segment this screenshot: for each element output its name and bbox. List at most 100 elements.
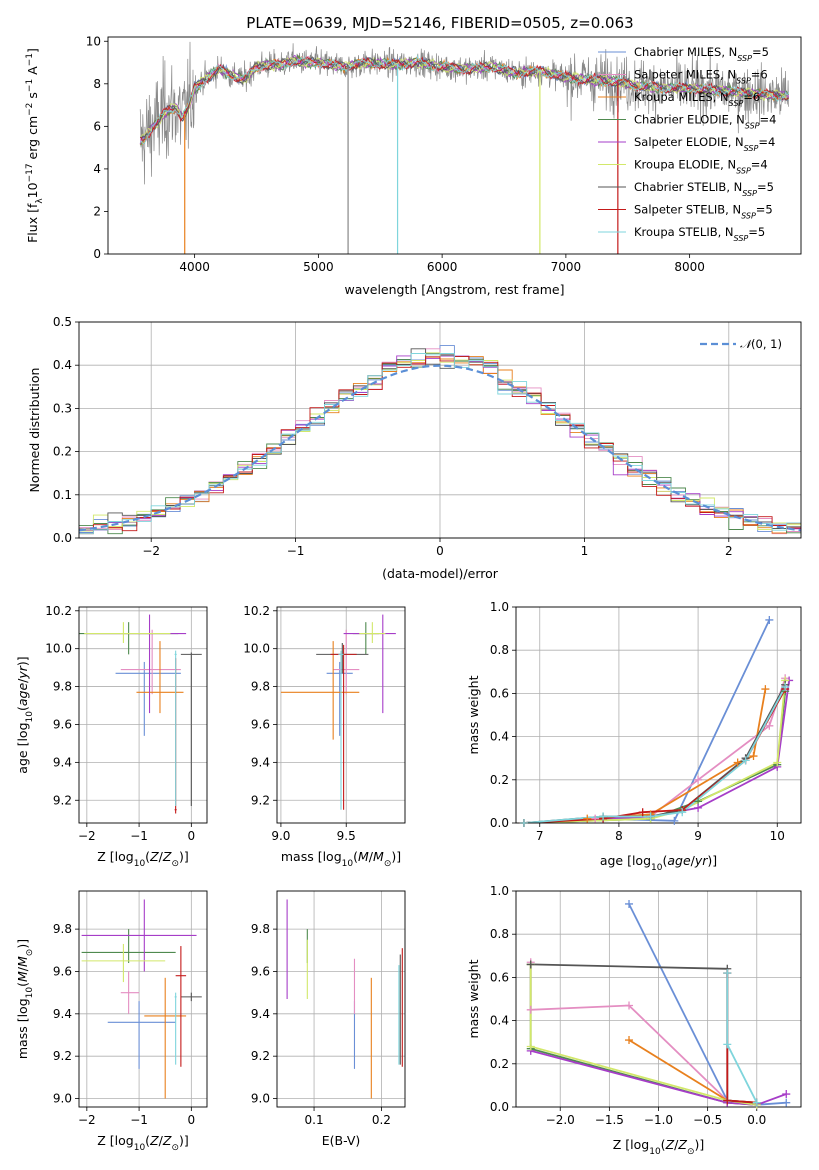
y-tick-label: 9.8	[53, 680, 72, 694]
text-part: −2	[25, 103, 35, 116]
text-part: (	[353, 849, 358, 864]
weight-line-salpeter_elodie	[530, 1049, 787, 1106]
weight-marker-kroupa_stelib	[752, 1098, 761, 1107]
axes-frame	[78, 606, 208, 824]
x-tick-label: −1	[287, 544, 305, 558]
weight-marker-kroupa_miles	[625, 1036, 634, 1045]
legend-label-text: =6	[743, 90, 760, 104]
legend-label-salpeter_miles: Salpeter MILES, NSSP=6	[634, 68, 768, 86]
text-part: 10	[134, 1143, 146, 1153]
text-part: 10	[134, 859, 146, 869]
weight-marker-salpeter_miles	[591, 814, 600, 823]
legend-label-text: =4	[760, 113, 777, 127]
weight-marker-kroupa_miles	[761, 685, 770, 694]
y-tick-label: 9.4	[251, 755, 270, 769]
y-tick-label: 0.1	[53, 488, 72, 502]
legend-label-text: Salpeter STELIB, N	[634, 203, 741, 217]
y-tick-label: 10	[86, 34, 101, 48]
text-part: /	[674, 1137, 679, 1152]
x-tick-label: −0.5	[693, 1113, 722, 1127]
legend-label-text: Chabrier MILES, N	[634, 45, 737, 59]
model-spectrum-kroupa_elodie	[139, 57, 789, 138]
text-part: )]	[179, 849, 189, 864]
weight-marker-chabrier_stelib	[526, 960, 535, 969]
weight-marker-kroupa_stelib	[519, 819, 528, 827]
text-part: A	[25, 66, 40, 79]
legend-label-kroupa_elodie: Kroupa ELODIE, NSSP=4	[634, 158, 768, 176]
weight-marker-salpeter_elodie	[694, 803, 703, 812]
weight-marker-kroupa_stelib	[599, 812, 608, 821]
text-part: −17	[25, 163, 35, 182]
text-part: )]	[707, 853, 717, 868]
weight-marker-salpeter_miles	[694, 775, 703, 784]
plot-area	[79, 614, 202, 814]
legend-label-text: Kroupa STELIB, N	[634, 225, 734, 239]
weight-marker-chabrier_miles	[625, 899, 634, 908]
text-part: 10	[342, 859, 354, 869]
text-part: /	[159, 849, 164, 864]
weight-vs-metallicity-panel: −2.0 −1.5 −1.0 −0.5 0.0 0.0 0.2 0.4 0.6 0.8 1.0 Z […	[466, 884, 802, 1157]
text-part: ⊙	[687, 1147, 695, 1157]
text-part: Z	[149, 1133, 159, 1148]
legend-label-text: =5	[756, 203, 773, 217]
text-part: )]	[179, 1133, 189, 1148]
legend-label-text: =6	[751, 68, 768, 82]
model-spectrum-kroupa_stelib	[139, 54, 790, 145]
legend-label-sub: SSP	[742, 189, 757, 198]
weight-marker-kroupa_elodie	[773, 758, 782, 767]
text-part: /	[159, 1133, 164, 1148]
y-tick-label: 8	[93, 77, 101, 91]
text-part: )]	[15, 656, 30, 666]
mass-vs-metallicity-panel: −2 −1 09.09.29.49.69.8Z [log10(Z/Z⊙)]mass …	[15, 890, 208, 1153]
weight-marker-kroupa_stelib	[741, 756, 750, 765]
weight-marker-kroupa_miles	[583, 814, 592, 823]
y-tick-label: 0.0	[490, 1100, 509, 1114]
y-tick-label: 2	[93, 204, 101, 218]
residuals-panel: −2 −1 0 1 2 0.0 0.1 0.2 0.3 0.4 0.5 𝒩(0, 1) (data-mo…	[27, 315, 802, 581]
y-tick-label: 0.2	[490, 1057, 509, 1071]
text-part: −1	[25, 79, 35, 92]
legend-label-chabrier_elodie: Chabrier ELODIE, NSSP=4	[634, 113, 776, 131]
y-tick-label: 10.2	[45, 604, 72, 618]
text-part: Flux [f	[25, 203, 40, 243]
axes-frame	[515, 890, 802, 1108]
x-tick-label: 0.2	[372, 1113, 391, 1127]
x-tick-label: −1.5	[595, 1113, 624, 1127]
y-tick-label: 9.2	[53, 1049, 72, 1063]
legend-label-text: =5	[748, 225, 765, 239]
plot-area	[280, 614, 396, 810]
text-part: ⊙	[25, 949, 35, 957]
x-tick-label: 8	[615, 829, 623, 843]
text-part: 10	[25, 987, 35, 999]
y-tick-label: 0.8	[490, 643, 509, 657]
y-tick-label: 1.0	[490, 600, 509, 614]
weight-marker-kroupa_stelib	[678, 808, 687, 817]
x-axis-label: Z [log10(Z/Z⊙)]	[97, 1133, 189, 1153]
legend-label-text: Kroupa ELODIE, N	[634, 158, 736, 172]
y-tick-label: 6	[93, 119, 101, 133]
x-tick-label: 9.5	[337, 829, 356, 843]
y-axis-label: age [log10(age/yr)]	[15, 656, 35, 773]
x-tick-label: 5000	[303, 260, 334, 274]
text-part: M	[358, 849, 369, 864]
x-tick-label: 0.1	[305, 1113, 324, 1127]
y-tick-label: 9.0	[251, 1092, 270, 1106]
x-tick-label: −1	[130, 1113, 148, 1127]
text-part: 10	[649, 1147, 661, 1157]
x-tick-label: 10	[770, 829, 785, 843]
text-part: (	[15, 706, 30, 711]
legend-label-sub: SSP	[734, 234, 749, 243]
weight-marker-salpeter_miles	[765, 721, 774, 730]
text-part: (	[662, 853, 667, 868]
plot-area	[523, 619, 790, 823]
text-part: /	[15, 966, 30, 971]
plot-area	[81, 899, 202, 1099]
text-part: age	[15, 683, 30, 707]
x-tick-label: −2	[78, 829, 96, 843]
text-part: Z	[665, 1137, 675, 1152]
weight-marker-chabrier_miles	[670, 816, 679, 825]
y-tick-label: 0.8	[490, 927, 509, 941]
x-tick-label: 1	[581, 544, 589, 558]
